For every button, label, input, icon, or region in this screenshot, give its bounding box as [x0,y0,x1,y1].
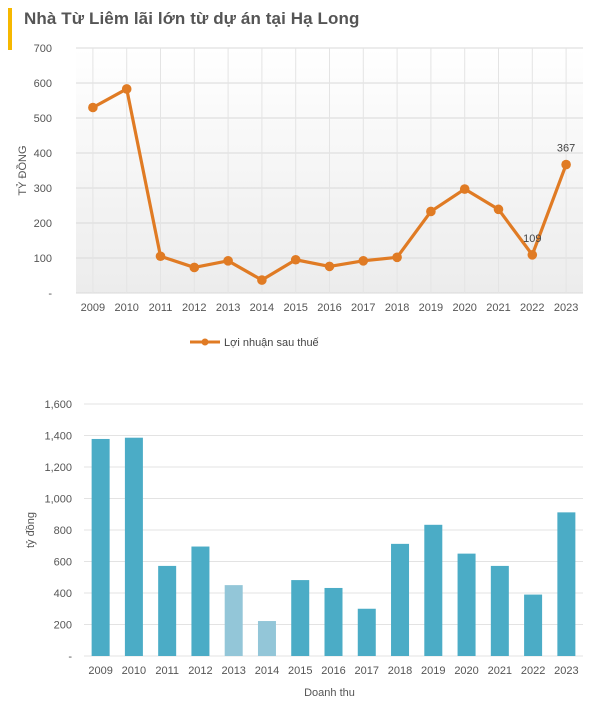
data-point [392,252,402,263]
bar [257,621,276,656]
x-tick-label: 2010 [122,665,146,677]
x-tick-label: 2009 [88,665,112,677]
x-tick-label: 2022 [520,302,544,314]
x-tick-label: 2015 [288,665,312,677]
y-tick-label: - [48,288,52,300]
bar [158,565,177,656]
data-point [324,261,335,272]
x-tick-label: 2021 [488,665,512,677]
bar [391,543,410,656]
data-point [88,102,98,113]
y-tick-label: - [68,651,72,663]
data-point [290,254,301,265]
y-tick-label: 600 [54,557,72,569]
y-tick-label: 1,200 [44,462,72,474]
x-tick-label: 2018 [388,665,412,677]
y-axis-title: TỶ ĐỒNG [16,145,29,195]
y-tick-label: 400 [34,148,52,160]
bar [291,580,310,656]
legend-marker-icon [201,338,209,346]
data-point [527,250,538,260]
bar [424,524,443,656]
bar [191,546,210,656]
x-tick-label: 2018 [385,302,409,314]
title-accent-bar [8,8,12,50]
x-tick-label: 2021 [486,302,510,314]
y-tick-label: 700 [34,43,52,55]
bar [357,608,376,656]
data-label: 109 [523,233,541,245]
data-point [121,84,132,94]
y-tick-label: 1,600 [44,399,72,411]
y-tick-label: 200 [34,218,52,230]
y-tick-label: 1,000 [44,494,72,506]
x-tick-label: 2017 [351,302,375,314]
data-label: 367 [557,143,575,155]
y-axis-title: tỷ đồng [25,512,37,548]
bar [224,585,243,656]
x-tick-label: 2012 [182,302,206,314]
y-tick-label: 400 [54,588,72,600]
x-tick-label: 2020 [452,302,476,314]
x-tick-label: 2013 [221,665,245,677]
x-tick-label: 2011 [149,302,173,314]
bar [524,594,543,656]
x-tick-label: 2023 [554,302,578,314]
legend-label: Lợi nhuận sau thuế [224,337,319,349]
x-tick-label: 2011 [155,665,179,677]
data-point [358,256,369,266]
y-tick-label: 800 [54,525,72,537]
data-point [189,262,200,273]
x-tick-label: 2016 [317,302,341,314]
x-tick-label: 2009 [81,302,105,314]
x-tick-label: 2019 [421,665,445,677]
data-point [257,275,267,285]
x-tick-label: 2020 [454,665,478,677]
data-point [155,251,166,262]
y-tick-label: 300 [34,183,52,195]
data-point [426,206,436,217]
x-tick-label: 2019 [419,302,443,314]
bar [124,437,143,656]
x-tick-label: 2010 [114,302,138,314]
y-tick-label: 100 [34,253,52,265]
x-tick-label: 2017 [355,665,379,677]
data-point [561,159,571,170]
x-tick-label: 2014 [255,665,279,677]
bar [324,587,343,656]
x-tick-label: 2013 [216,302,240,314]
data-point [223,256,233,266]
x-tick-label: 2012 [188,665,212,677]
bar [91,438,110,656]
x-tick-label: 2014 [250,302,274,314]
data-point [493,204,504,215]
y-tick-label: 200 [54,620,72,632]
page-title: Nhà Từ Liêm lãi lớn từ dự án tại Hạ Long [24,9,360,28]
y-tick-label: 500 [34,113,52,125]
y-tick-label: 1,400 [44,431,72,443]
x-tick-label: 2022 [521,665,545,677]
bar [557,512,576,656]
x-tick-label: 2016 [321,665,345,677]
x-tick-label: 2015 [283,302,307,314]
y-tick-label: 600 [34,78,52,90]
bar [457,553,476,656]
x-tick-label: 2023 [554,665,578,677]
bar [490,565,509,656]
bar-chart: - 200 400 600 800 1,000 1,200 1,400 1,600 tỷ đồng… [25,399,583,699]
data-point [459,184,470,194]
x-axis-title: Doanh thu [304,687,355,699]
line-chart: - 100 200 300 400 500 600 700 2009 2010 2011 2012 20… [16,43,583,349]
